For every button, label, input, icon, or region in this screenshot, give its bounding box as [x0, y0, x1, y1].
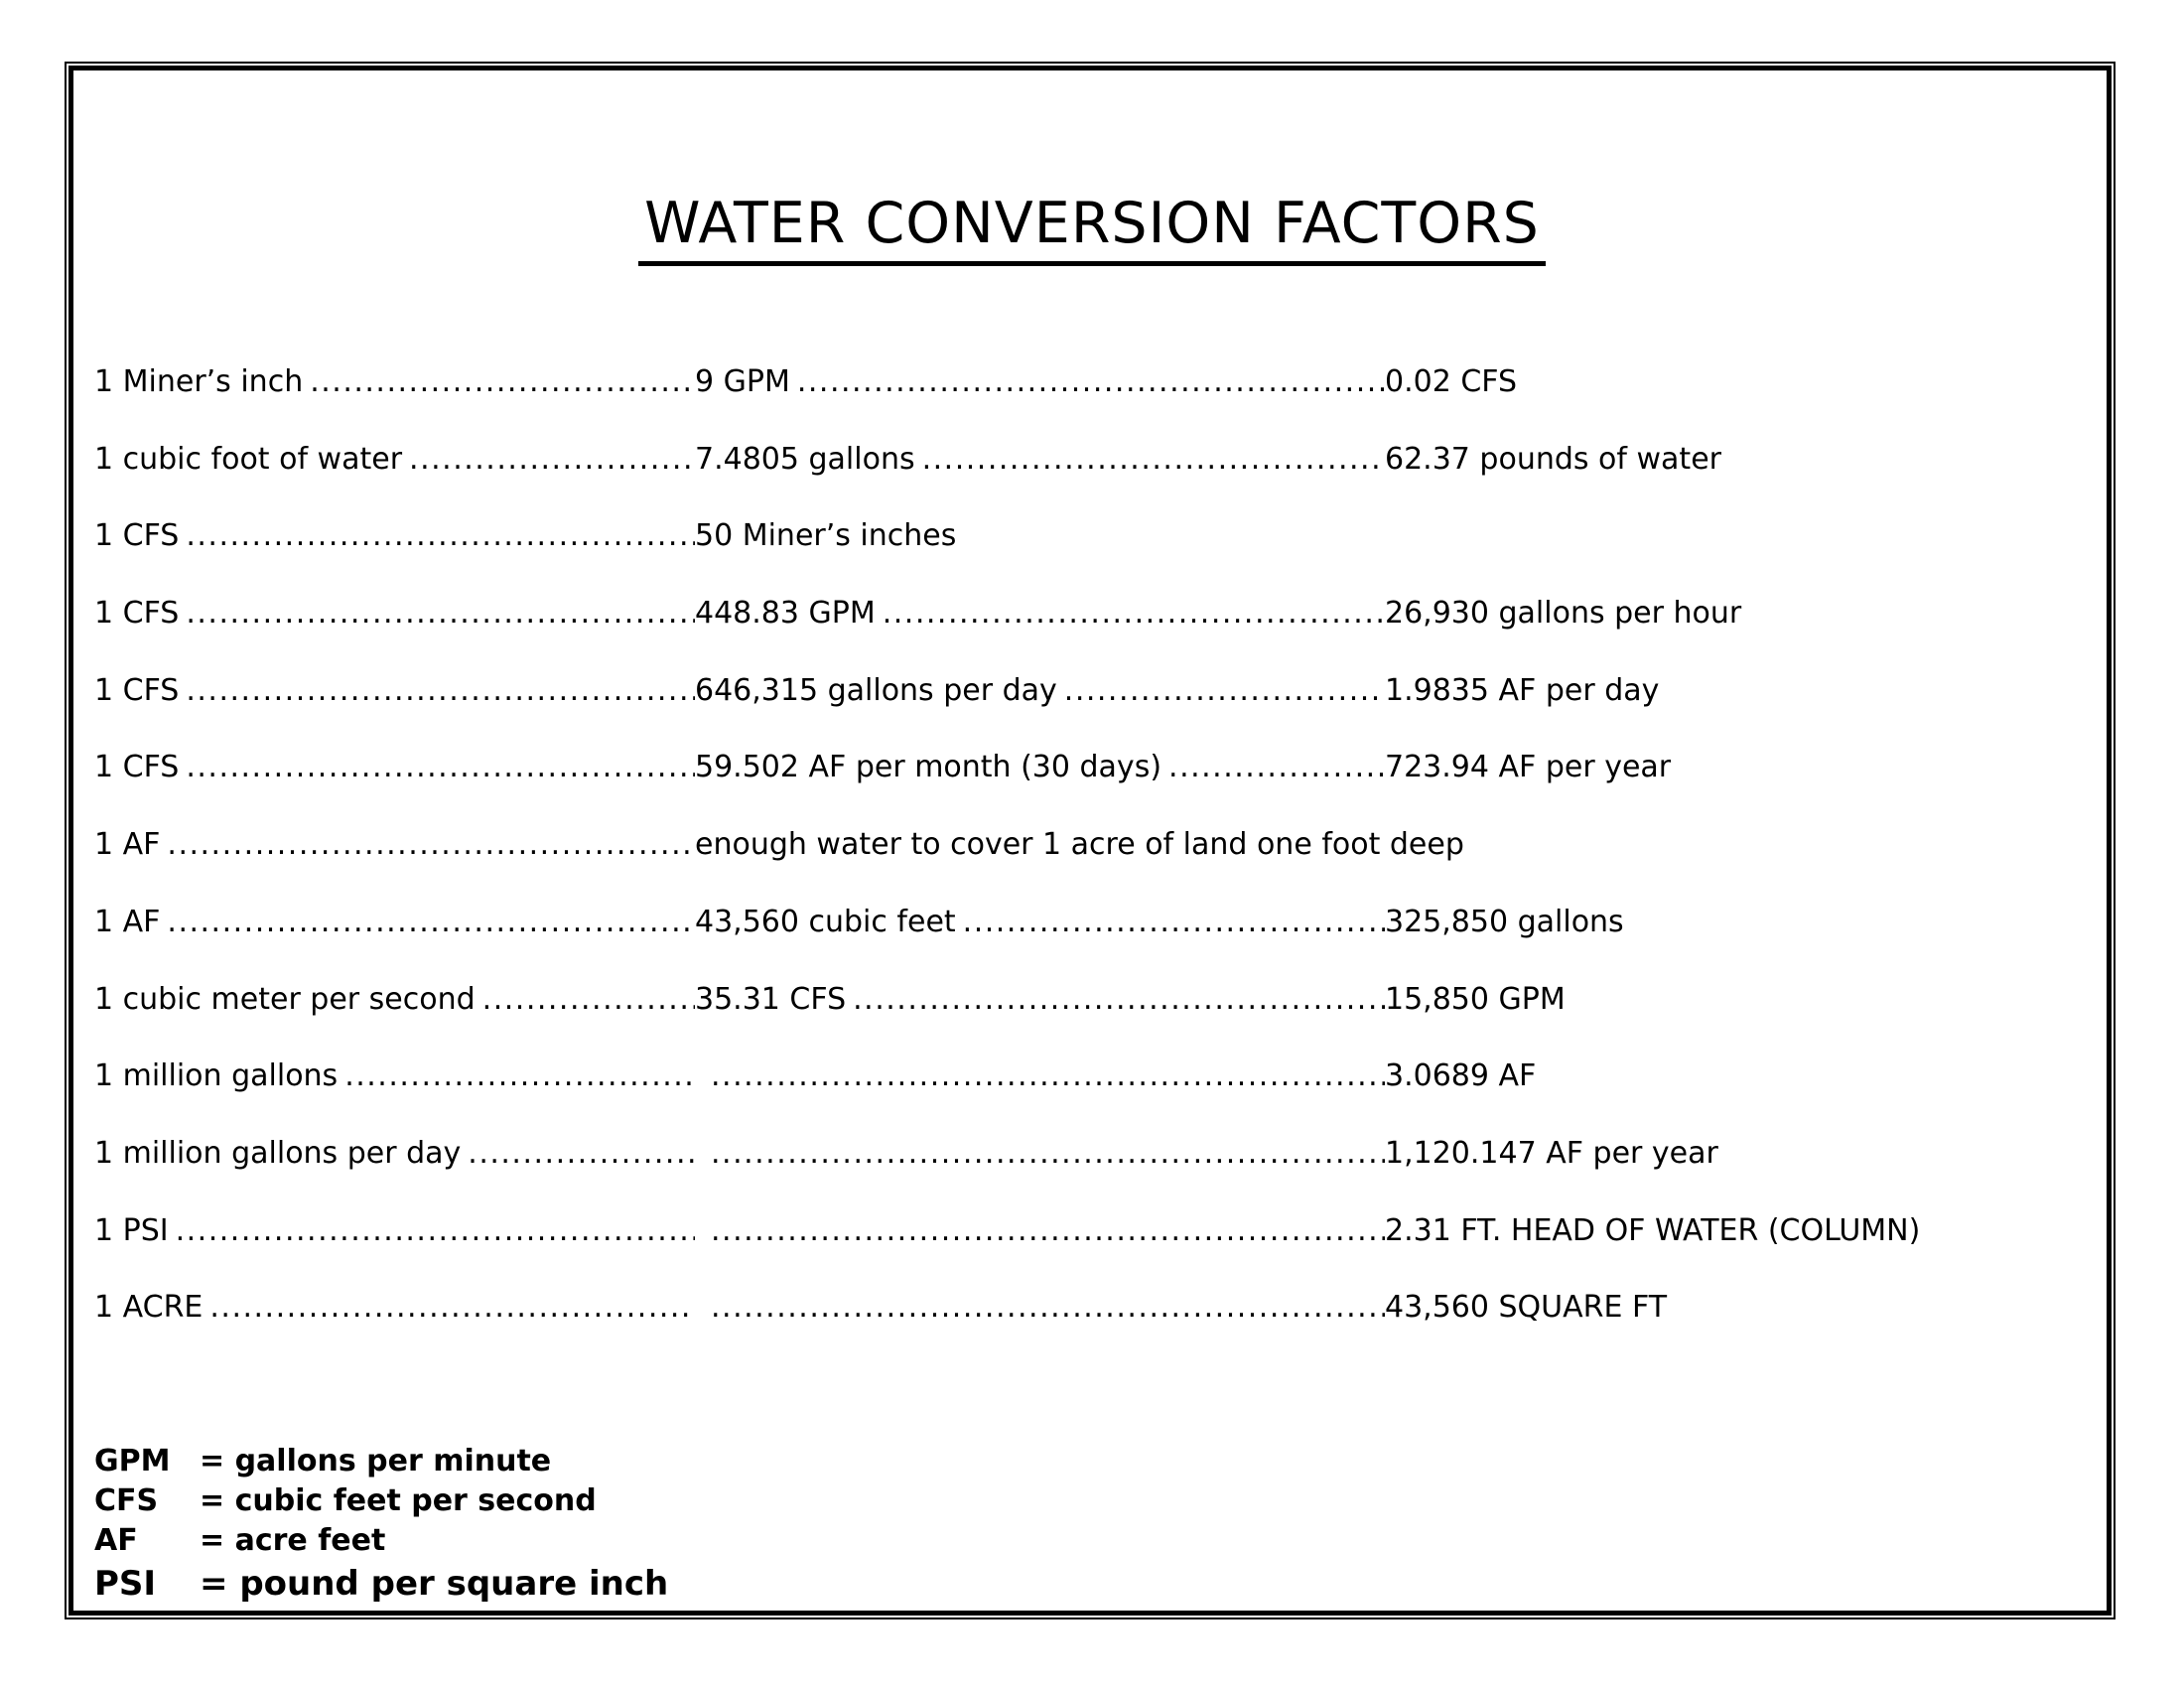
- dot-leader: ........................................…: [468, 1135, 695, 1171]
- row-mid-value: 7.4805 gallons: [695, 441, 915, 477]
- row-label: 1 AF: [94, 827, 161, 863]
- row-mid-value: 448.83 GPM: [695, 596, 876, 632]
- dot-leader: ........................................…: [921, 441, 1385, 477]
- row-label: 1 cubic meter per second: [94, 981, 476, 1017]
- row-label: 1 CFS: [94, 518, 180, 554]
- dot-leader: ........................................…: [167, 827, 695, 863]
- dot-leader: ........................................…: [186, 672, 695, 708]
- row-mid-value: 43,560 cubic feet: [695, 904, 956, 939]
- row-label: 1 AF: [94, 904, 161, 939]
- table-row: 1 CFS...................................…: [94, 652, 2090, 730]
- dot-leader: ........................................…: [796, 364, 1385, 399]
- legend-definition: = cubic feet per second: [200, 1483, 597, 1518]
- table-row: 1 cubic foot of water...................…: [94, 421, 2090, 498]
- table-row: 1 million gallons.......................…: [94, 1038, 2090, 1115]
- row-mid-value: 50 Miner’s inches: [695, 518, 957, 554]
- row-right-value: 0.02 CFS: [1385, 364, 1518, 399]
- row-right-value: 723.94 AF per year: [1385, 750, 1672, 785]
- dot-leader: ........................................…: [481, 981, 695, 1017]
- dot-leader: ........................................…: [1168, 750, 1385, 785]
- dot-leader: ........................................…: [962, 904, 1385, 939]
- table-row: 1 ACRE..................................…: [94, 1269, 2090, 1346]
- dot-leader: ........................................…: [186, 750, 695, 785]
- table-row: 1 CFS...................................…: [94, 729, 2090, 806]
- table-row: 1 CFS...................................…: [94, 575, 2090, 652]
- row-label: 1 CFS: [94, 596, 180, 632]
- page-title: WATER CONVERSION FACTORS: [638, 191, 1546, 266]
- legend-abbr: CFS: [94, 1483, 159, 1518]
- page-border-frame: [65, 62, 2116, 1619]
- row-label: 1 CFS: [94, 672, 180, 708]
- row-label: 1 million gallons per day: [94, 1135, 462, 1171]
- row-label: 1 ACRE: [94, 1290, 204, 1326]
- dot-leader: ........................................…: [711, 1058, 1385, 1094]
- dot-leader: ........................................…: [409, 441, 695, 477]
- table-row: 1 CFS...................................…: [94, 497, 2090, 575]
- row-right-value: 43,560 SQUARE FT: [1385, 1290, 1668, 1326]
- row-right-value: 26,930 gallons per hour: [1385, 596, 1742, 632]
- row-mid-value: 59.502 AF per month (30 days): [695, 750, 1162, 785]
- row-label: 1 Miner’s inch: [94, 364, 304, 399]
- legend-line: AF = acre feet: [94, 1521, 668, 1561]
- legend-abbr: AF: [94, 1523, 138, 1558]
- row-label: 1 cubic foot of water: [94, 441, 403, 477]
- page-border-frame-inner: [68, 66, 2112, 1616]
- row-mid-value: 9 GPM: [695, 364, 790, 399]
- row-label: 1 CFS: [94, 750, 180, 785]
- legend-abbr: GPM: [94, 1444, 171, 1478]
- row-right-value: 2.31 FT. HEAD OF WATER (COLUMN): [1385, 1212, 1921, 1248]
- legend-definition: = pound per square inch: [200, 1564, 669, 1604]
- row-mid-value: 646,315 gallons per day: [695, 672, 1057, 708]
- abbreviation-legend: GPM = gallons per minute CFS = cubic feet …: [94, 1442, 668, 1607]
- legend-definition: = gallons per minute: [200, 1444, 552, 1478]
- dot-leader: ........................................…: [344, 1058, 695, 1094]
- row-mid-value: 35.31 CFS: [695, 981, 847, 1017]
- dot-leader: ........................................…: [209, 1290, 695, 1326]
- legend-definition: = acre feet: [200, 1523, 386, 1558]
- legend-line: GPM = gallons per minute: [94, 1442, 668, 1481]
- row-right-value: 1,120.147 AF per year: [1385, 1135, 1718, 1171]
- dot-leader: ........................................…: [167, 904, 695, 939]
- table-row: 1 PSI...................................…: [94, 1193, 2090, 1270]
- table-row: 1 million gallons per day...............…: [94, 1115, 2090, 1193]
- dot-leader: ........................................…: [711, 1212, 1385, 1248]
- row-right-value: 3.0689 AF: [1385, 1058, 1537, 1094]
- dot-leader: ........................................…: [175, 1212, 695, 1248]
- row-mid-value: enough water to cover 1 acre of land one…: [695, 827, 1464, 863]
- row-label: 1 PSI: [94, 1212, 169, 1248]
- row-right-value: 1.9835 AF per day: [1385, 672, 1660, 708]
- table-row: 1 AF....................................…: [94, 884, 2090, 961]
- legend-line: CFS = cubic feet per second: [94, 1481, 668, 1521]
- row-right-value: 62.37 pounds of water: [1385, 441, 1721, 477]
- dot-leader: ........................................…: [186, 518, 695, 554]
- table-row: 1 cubic meter per second................…: [94, 961, 2090, 1039]
- dot-leader: ........................................…: [882, 596, 1385, 632]
- conversion-table: 1 Miner’s inch..........................…: [94, 344, 2090, 1346]
- table-row: 1 Miner’s inch..........................…: [94, 344, 2090, 421]
- legend-line: PSI = pound per square inch: [94, 1561, 668, 1607]
- dot-leader: ........................................…: [711, 1135, 1385, 1171]
- table-row: 1 AF....................................…: [94, 806, 2090, 884]
- legend-abbr: PSI: [94, 1564, 157, 1604]
- dot-leader: ........................................…: [310, 364, 695, 399]
- dot-leader: ........................................…: [186, 596, 695, 632]
- row-right-value: 15,850 GPM: [1385, 981, 1566, 1017]
- row-right-value: 325,850 gallons: [1385, 904, 1624, 939]
- row-label: 1 million gallons: [94, 1058, 339, 1094]
- title-block: WATER CONVERSION FACTORS: [0, 191, 2184, 266]
- dot-leader: ........................................…: [853, 981, 1385, 1017]
- dot-leader: ........................................…: [1063, 672, 1385, 708]
- dot-leader: ........................................…: [711, 1290, 1385, 1326]
